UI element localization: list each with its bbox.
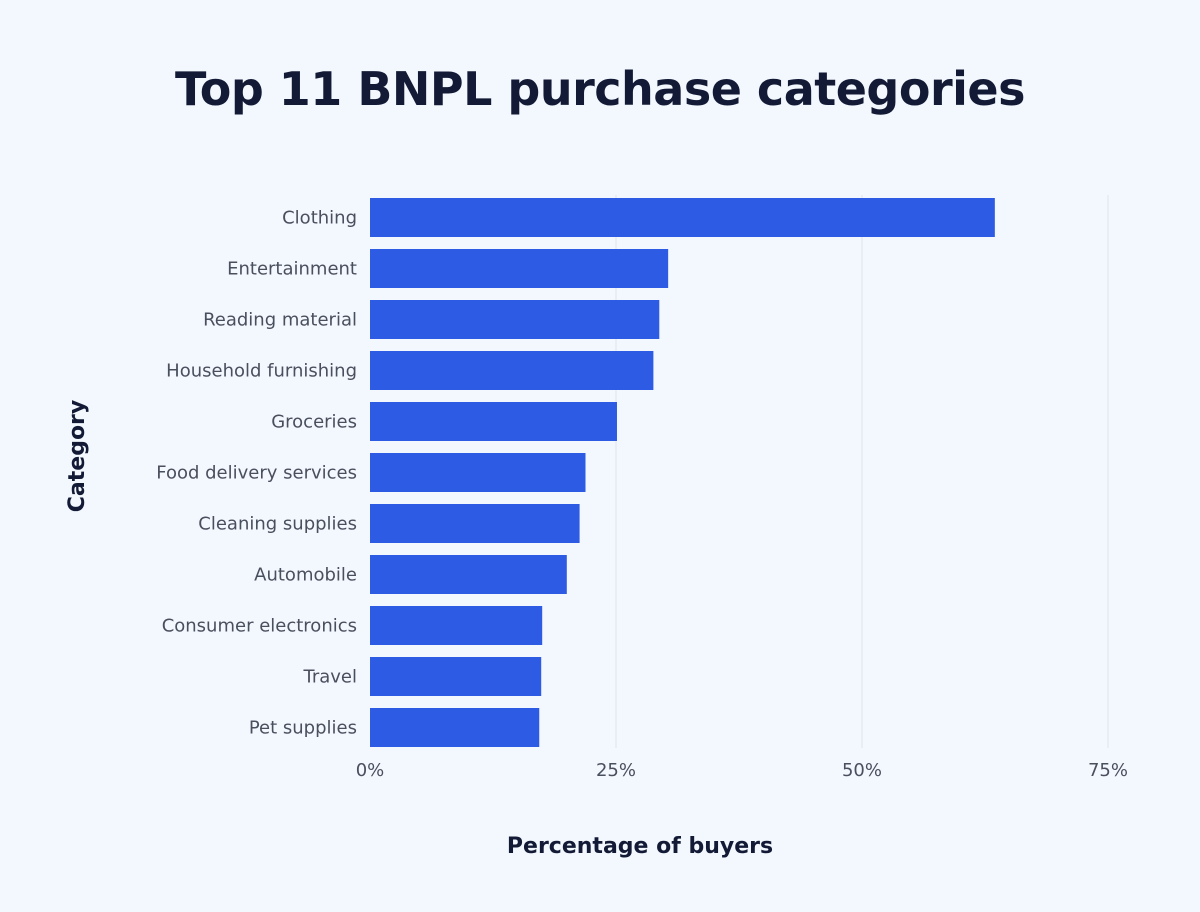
x-axis-title: Percentage of buyers: [507, 834, 773, 859]
bars: [370, 198, 995, 747]
category-label: Clothing: [282, 208, 357, 229]
category-label: Pet supplies: [249, 718, 357, 739]
bar: [370, 504, 580, 543]
chart-title: Top 11 BNPL purchase categories: [174, 62, 1026, 116]
bar: [370, 453, 586, 492]
bar: [370, 249, 669, 288]
bar: [370, 555, 567, 594]
bar: [370, 300, 660, 339]
category-label: Groceries: [271, 412, 357, 433]
category-label: Consumer electronics: [162, 616, 357, 637]
category-labels: Clothing Entertainment Reading material Hou…: [156, 208, 357, 739]
x-tick-label: 25%: [596, 760, 636, 781]
category-label: Reading material: [203, 310, 357, 331]
category-label: Entertainment: [227, 259, 357, 280]
x-tick-label: 75%: [1088, 760, 1128, 781]
bar: [370, 402, 617, 441]
x-axis-tick-labels: 0% 25% 50% 75%: [356, 760, 1128, 781]
grid-lines: [615, 195, 1109, 748]
bar: [370, 606, 543, 645]
x-tick-label: 50%: [842, 760, 882, 781]
bar: [370, 657, 542, 696]
category-label: Food delivery services: [156, 463, 357, 484]
bar: [370, 351, 654, 390]
bar: [370, 708, 540, 747]
bar: [370, 198, 995, 237]
category-label: Cleaning supplies: [198, 514, 357, 535]
category-label: Automobile: [254, 565, 357, 586]
y-axis-title: Category: [65, 400, 90, 512]
category-label: Household furnishing: [166, 361, 357, 382]
x-tick-label: 0%: [356, 760, 385, 781]
category-label: Travel: [302, 667, 357, 688]
